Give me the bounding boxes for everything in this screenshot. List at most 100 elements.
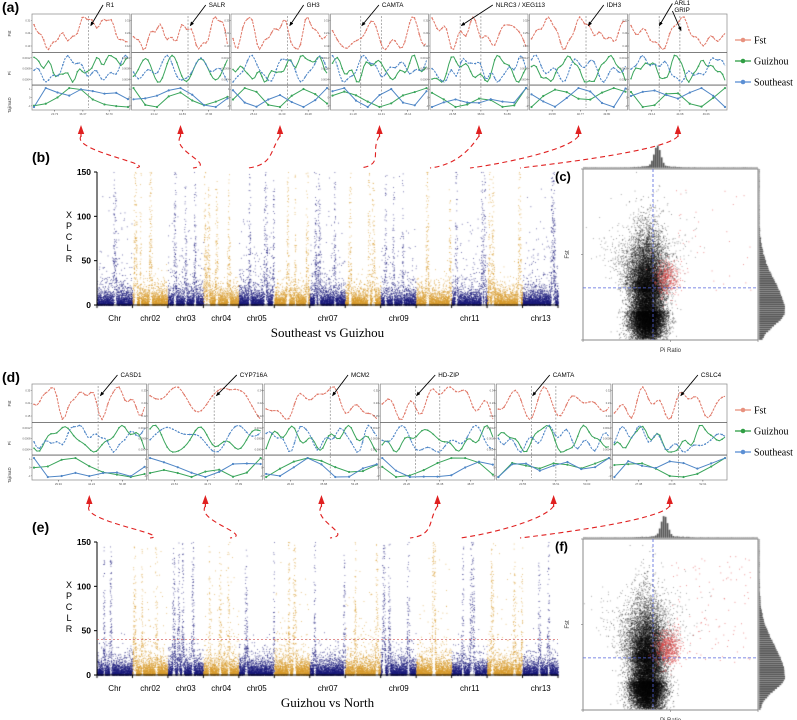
svg-text:chr03: chr03 [176,684,197,693]
svg-text:0.0004: 0.0004 [520,78,528,82]
svg-text:40.48: 40.48 [668,482,675,486]
svg-text:MCM2: MCM2 [351,372,370,379]
svg-text:0.0004: 0.0004 [371,448,379,452]
svg-text:0.0004: 0.0004 [221,78,229,82]
svg-text:0.0012: 0.0012 [520,56,528,60]
svg-text:0: 0 [29,96,31,100]
svg-text:0.34: 0.34 [490,388,496,392]
svg-text:48.37: 48.37 [467,482,474,486]
svg-text:chr04: chr04 [211,684,232,693]
svg-text:23.73: 23.73 [51,112,58,116]
svg-text:R: R [66,254,73,264]
svg-text:0.12: 0.12 [423,44,429,48]
svg-text:chr04: chr04 [211,314,232,323]
svg-text:29.14: 29.14 [648,112,655,116]
svg-text:0.0012: 0.0012 [22,426,30,430]
svg-text:CAMTA: CAMTA [382,2,404,9]
svg-text:Southeast: Southeast [754,448,793,459]
svg-text:0.13: 0.13 [25,44,31,48]
svg-text:Fst: Fst [754,36,766,47]
svg-text:49.06: 49.06 [703,112,710,116]
svg-text:0.0008: 0.0008 [22,437,30,441]
svg-text:1: 1 [29,87,31,91]
svg-text:chr11: chr11 [460,314,480,323]
svg-text:IDH3: IDH3 [607,2,622,9]
svg-text:50.00: 50.00 [583,482,590,486]
svg-text:chr02: chr02 [140,314,161,323]
svg-text:0.32: 0.32 [606,388,612,392]
svg-text:GH3: GH3 [307,2,320,9]
svg-text:51.89: 51.89 [504,112,511,116]
svg-text:24.58: 24.58 [449,112,456,116]
svg-text:21.18: 21.18 [350,112,357,116]
svg-text:42.71: 42.71 [204,482,211,486]
svg-text:29.94: 29.94 [55,482,62,486]
svg-text:44.31: 44.31 [378,112,385,116]
svg-text:chr07: chr07 [318,684,339,693]
svg-text:44.30: 44.30 [278,112,285,116]
svg-text:53.28: 53.28 [351,482,358,486]
svg-text:Pi Ratio: Pi Ratio [660,348,682,354]
svg-text:0.0008: 0.0008 [420,67,428,71]
svg-text:50: 50 [82,256,92,266]
svg-text:-1: -1 [28,104,31,108]
svg-text:L: L [66,243,71,253]
svg-text:SALR: SALR [209,2,226,9]
svg-text:R: R [66,624,73,634]
svg-text:0.0012: 0.0012 [139,426,147,430]
svg-text:40.77: 40.77 [577,112,584,116]
svg-text:0.10: 0.10 [224,44,230,48]
svg-text:chr05: chr05 [247,314,268,323]
svg-text:0.0004: 0.0004 [321,78,329,82]
svg-text:0.21: 0.21 [224,31,230,35]
svg-text:CASD1: CASD1 [120,372,141,379]
svg-text:0.0008: 0.0008 [221,67,229,71]
svg-text:49.28: 49.28 [305,112,312,116]
svg-text:47.09: 47.09 [235,482,242,486]
svg-text:0.0012: 0.0012 [603,426,611,430]
svg-text:P: P [66,221,72,231]
svg-text:36.51: 36.51 [552,482,559,486]
svg-text:150: 150 [77,537,91,547]
svg-text:HD-ZIP: HD-ZIP [438,372,459,379]
svg-text:Fst: Fst [754,406,766,417]
svg-text:(b): (b) [32,149,50,165]
svg-text:C: C [66,602,73,612]
svg-text:38.64: 38.64 [477,112,484,116]
svg-text:0.31: 0.31 [125,18,131,22]
svg-text:0.0008: 0.0008 [371,437,379,441]
svg-text:0.0004: 0.0004 [122,78,130,82]
svg-text:0.12: 0.12 [490,414,496,418]
svg-text:R1: R1 [106,2,115,9]
svg-text:Guizhou vs North: Guizhou vs North [281,695,375,710]
svg-text:0.21: 0.21 [25,401,31,405]
svg-text:-1: -1 [28,474,31,478]
svg-text:0.0008: 0.0008 [22,67,30,71]
svg-text:Fst: Fst [565,250,571,259]
svg-text:0.14: 0.14 [622,44,628,48]
svg-text:Chr: Chr [108,684,121,693]
svg-text:44.68: 44.68 [676,112,683,116]
svg-text:36.37: 36.37 [79,112,86,116]
svg-text:47.96: 47.96 [205,112,212,116]
svg-text:49.80: 49.80 [603,112,610,116]
svg-text:26.16: 26.16 [287,482,294,486]
svg-text:Pi: Pi [7,71,12,75]
svg-text:Fst: Fst [7,400,12,407]
svg-text:50: 50 [82,626,92,636]
svg-text:0: 0 [86,300,91,310]
svg-text:TajimaD: TajimaD [7,467,12,483]
svg-text:chr02: chr02 [140,684,161,693]
svg-text:0.34: 0.34 [258,388,264,392]
svg-text:0.30: 0.30 [224,18,230,22]
svg-text:0.21: 0.21 [324,31,330,35]
svg-text:0.25: 0.25 [523,31,529,35]
svg-text:0.32: 0.32 [523,18,529,22]
svg-text:P: P [66,591,72,601]
svg-text:0.23: 0.23 [374,401,380,405]
svg-text:35.88: 35.88 [320,482,327,486]
svg-text:0.0004: 0.0004 [139,448,147,452]
svg-text:0.0004: 0.0004 [420,78,428,82]
svg-text:TajimaD: TajimaD [7,97,12,113]
svg-text:Pi: Pi [7,441,12,445]
